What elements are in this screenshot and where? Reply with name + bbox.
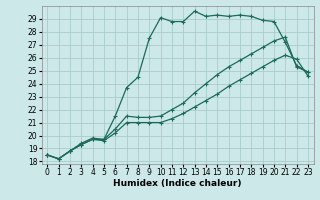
X-axis label: Humidex (Indice chaleur): Humidex (Indice chaleur) [113,179,242,188]
